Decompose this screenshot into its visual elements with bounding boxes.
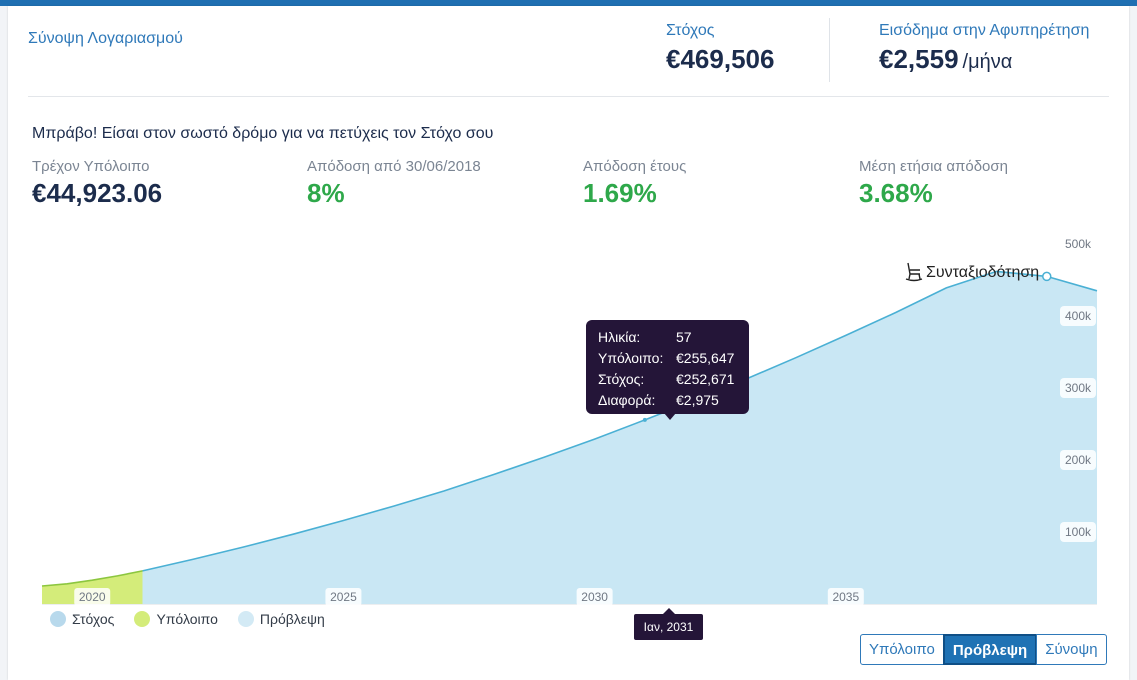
header-divider bbox=[829, 18, 830, 82]
retirement-label: Συνταξιοδότηση bbox=[926, 264, 1039, 281]
x-tick-text: 2035 bbox=[832, 590, 859, 604]
balance-area bbox=[42, 570, 143, 604]
chart-legend: Στόχος Υπόλοιπο Πρόβλεψη bbox=[50, 611, 345, 627]
stat-label: Τρέχον Υπόλοιπο bbox=[32, 158, 150, 175]
view-toggle-group: Υπόλοιπο Πρόβλεψη Σύνοψη bbox=[860, 634, 1107, 665]
stat-average-return: Μέση ετήσια απόδοση 3.68% bbox=[859, 158, 1008, 209]
chart-svg: 2020 2025 2030 2035 100k 200k 300k 400k 500k Συ… bbox=[41, 234, 1098, 606]
legend-item-balance[interactable]: Υπόλοιπο bbox=[134, 611, 218, 627]
x-cursor-arrow bbox=[663, 608, 675, 614]
y-tick-text: 500k bbox=[1065, 237, 1092, 251]
y-tick-text: 300k bbox=[1065, 381, 1092, 395]
y-tick-label: 400k bbox=[1060, 306, 1096, 326]
summary-view-button[interactable]: Σύνοψη bbox=[1036, 634, 1107, 665]
projection-view-button[interactable]: Πρόβλεψη bbox=[942, 634, 1038, 665]
stat-value: 1.69% bbox=[583, 178, 657, 208]
projection-line bbox=[142, 270, 1098, 572]
goal-value: €469,506 bbox=[666, 44, 775, 74]
legend-label: Στόχος bbox=[72, 611, 115, 627]
goal-block: Στόχος €469,506 bbox=[666, 22, 774, 75]
y-tick-bg bbox=[1060, 234, 1096, 254]
y-tick-bg bbox=[1060, 450, 1096, 470]
y-tick-label: 300k bbox=[1060, 378, 1096, 398]
x-tick-text: 2020 bbox=[79, 590, 106, 604]
stat-year-return: Απόδοση έτους 1.69% bbox=[583, 158, 686, 209]
tooltip-row-age: Ηλικία: 57 bbox=[598, 329, 692, 345]
x-tick-text: 2030 bbox=[581, 590, 608, 604]
stat-return-since: Απόδοση από 30/06/2018 8% bbox=[307, 158, 481, 209]
income-unit: /μήνα bbox=[962, 51, 1013, 73]
y-tick-text: 200k bbox=[1065, 453, 1092, 467]
y-tick-label: 200k bbox=[1060, 450, 1096, 470]
x-tick-bg bbox=[74, 588, 111, 606]
income-label: Εισόδημα στην Αφυπηρέτηση bbox=[879, 22, 1090, 39]
x-tick-label: 2035 bbox=[827, 588, 864, 606]
stat-current-balance: Τρέχον Υπόλοιπο €44,923.06 bbox=[32, 158, 162, 209]
hover-point bbox=[642, 417, 647, 422]
stat-value: 3.68% bbox=[859, 178, 933, 208]
x-tick-bg bbox=[827, 588, 864, 606]
income-block: Εισόδημα στην Αφυπηρέτηση €2,559/μήνα bbox=[879, 22, 1089, 75]
account-title: Σύνοψη Λογαριασμού bbox=[28, 30, 183, 47]
projection-area bbox=[142, 271, 1097, 604]
legend-dot bbox=[50, 611, 66, 627]
legend-dot bbox=[237, 611, 254, 627]
goal-label: Στόχος bbox=[666, 22, 715, 39]
income-value: €2,559 bbox=[879, 44, 959, 74]
legend-item-projection[interactable]: Πρόβλεψη bbox=[237, 611, 325, 627]
stat-value: 8% bbox=[307, 178, 345, 208]
section-divider bbox=[28, 96, 1109, 97]
chart-tooltip: Ηλικία: 57 Υπόλοιπο: €255,647 Στόχος: €252,… bbox=[586, 320, 749, 414]
balance-line bbox=[41, 570, 143, 587]
y-tick-text: 100k bbox=[1065, 525, 1092, 539]
x-tick-bg bbox=[576, 588, 613, 606]
x-tick-text: 2025 bbox=[330, 590, 357, 604]
x-tick-label: 2025 bbox=[325, 588, 362, 606]
y-tick-bg bbox=[1060, 306, 1096, 326]
x-tick-label: 2020 bbox=[74, 588, 111, 606]
account-summary-card: Σύνοψη Λογαριασμού Στόχος €469,506 Εισόδ… bbox=[8, 6, 1129, 680]
retirement-point[interactable] bbox=[1042, 271, 1052, 282]
status-message: Μπράβο! Είσαι στον σωστό δρόμο για να πε… bbox=[32, 125, 494, 142]
top-bar bbox=[0, 0, 1137, 6]
stat-value: €44,923.06 bbox=[32, 178, 163, 208]
rocking-chair-icon bbox=[905, 262, 923, 282]
tooltip-row-balance: Υπόλοιπο: €255,647 bbox=[598, 350, 735, 366]
x-cursor-label: Ιαν, 2031 bbox=[634, 614, 703, 640]
legend-item-goal[interactable]: Στόχος bbox=[50, 611, 114, 627]
projection-chart[interactable]: 2020 2025 2030 2035 100k 200k 300k 400k 500k Συ… bbox=[8, 232, 1129, 652]
tooltip-arrow bbox=[664, 413, 676, 420]
legend-label: Υπόλοιπο bbox=[156, 611, 218, 627]
stat-label: Απόδοση από 30/06/2018 bbox=[307, 158, 481, 175]
income-row: €2,559/μήνα bbox=[879, 44, 1089, 75]
tooltip-row-goal: Στόχος: €252,671 bbox=[598, 371, 735, 387]
chair-shape bbox=[905, 262, 923, 282]
y-tick-text: 400k bbox=[1065, 309, 1092, 323]
legend-dot bbox=[134, 611, 151, 627]
stat-label: Μέση ετήσια απόδοση bbox=[859, 158, 1008, 175]
tooltip-row-difference: Διαφορά: €2,975 bbox=[598, 392, 719, 408]
y-tick-bg bbox=[1060, 378, 1096, 398]
y-tick-bg bbox=[1060, 522, 1096, 542]
y-tick-label: 500k bbox=[1060, 234, 1096, 254]
x-tick-bg bbox=[325, 588, 362, 606]
balance-view-button[interactable]: Υπόλοιπο bbox=[860, 634, 944, 665]
y-tick-label: 100k bbox=[1060, 522, 1096, 542]
stat-label: Απόδοση έτους bbox=[583, 158, 687, 175]
x-tick-label: 2030 bbox=[576, 588, 613, 606]
legend-label: Πρόβλεψη bbox=[259, 611, 325, 627]
